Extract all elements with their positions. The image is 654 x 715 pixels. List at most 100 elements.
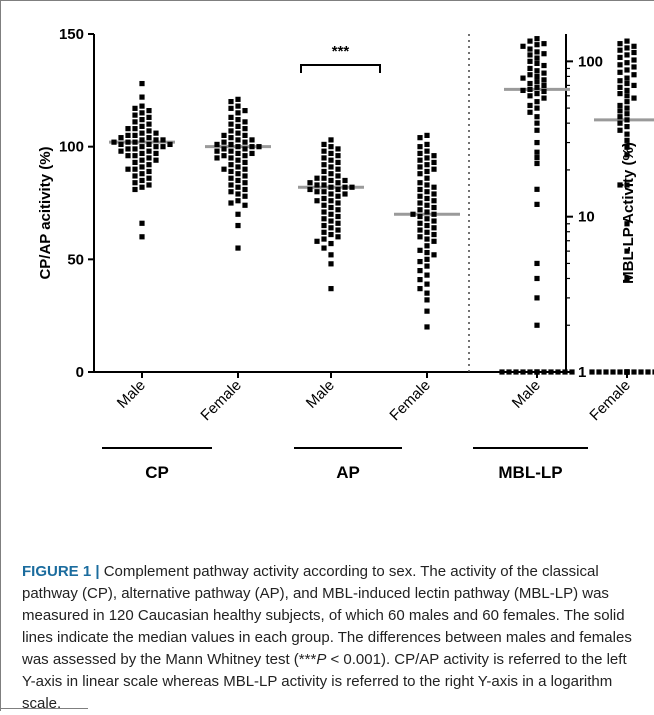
- data-point: [307, 180, 313, 186]
- data-point: [321, 155, 327, 161]
- data-point: [424, 162, 430, 168]
- data-point: [242, 132, 248, 138]
- data-point: [235, 117, 241, 123]
- data-point: [431, 198, 437, 204]
- data-point: [617, 102, 623, 109]
- data-point: [569, 369, 575, 375]
- data-point: [235, 123, 241, 129]
- data-point: [431, 225, 437, 231]
- data-point: [417, 150, 423, 157]
- data-point: [242, 119, 248, 125]
- data-point: [242, 173, 248, 179]
- data-point: [335, 220, 341, 226]
- data-point: [534, 295, 540, 301]
- data-point: [534, 105, 540, 111]
- data-point: [228, 200, 234, 206]
- data-point: [596, 369, 602, 375]
- data-point: [235, 103, 241, 109]
- data-point: [235, 96, 241, 102]
- data-point: [431, 204, 437, 211]
- data-point: [534, 275, 540, 282]
- data-point: [541, 82, 547, 89]
- data-point: [228, 148, 234, 154]
- data-point: [228, 182, 234, 188]
- chart-labels: 0 50 100 150 1 10 100 CP/AP acitivity (%) MBL-LP…: [37, 26, 637, 482]
- data-point: [328, 157, 334, 163]
- data-point: [235, 245, 241, 251]
- data-point: [424, 175, 430, 181]
- data-point: [513, 369, 519, 375]
- data-point: [424, 263, 430, 269]
- left-y-tick-label: 0: [76, 364, 84, 381]
- median-lines: [109, 87, 654, 216]
- data-point: [603, 369, 609, 375]
- data-point: [431, 218, 437, 224]
- x-tick-label: Female: [586, 377, 633, 424]
- data-point: [314, 182, 320, 188]
- data-point: [617, 114, 623, 120]
- data-point: [638, 369, 644, 375]
- data-point: [139, 144, 145, 150]
- figure-caption: FIGURE 1 | Complement pathway activity a…: [22, 561, 642, 715]
- data-point: [321, 189, 327, 195]
- data-point: [431, 252, 437, 258]
- caption-text-end: < 0.001). CP/AP activity is referred to …: [22, 651, 627, 712]
- x-tick-label: Male: [303, 377, 338, 412]
- data-point: [146, 108, 152, 114]
- data-point: [520, 43, 526, 49]
- data-point: [146, 182, 152, 188]
- data-point: [534, 201, 540, 207]
- data-point: [235, 222, 241, 229]
- data-point: [125, 153, 131, 159]
- data-point: [314, 189, 320, 195]
- data-point: [624, 38, 630, 44]
- data-point: [617, 54, 623, 61]
- data-point: [534, 186, 540, 192]
- data-point: [125, 132, 131, 138]
- data-point: [624, 99, 630, 105]
- data-point: [342, 191, 348, 197]
- data-point: [417, 180, 423, 186]
- data-points: [111, 36, 654, 375]
- data-point: [139, 234, 145, 240]
- data-point: [335, 146, 341, 152]
- data-point: [249, 150, 255, 157]
- data-point: [431, 166, 437, 172]
- data-point: [328, 137, 334, 143]
- data-point: [424, 209, 430, 215]
- data-point: [624, 60, 630, 66]
- data-point: [335, 153, 341, 159]
- data-point: [499, 369, 505, 375]
- complement-activity-chart: 0 50 100 150 1 10 100 CP/AP acitivity (%) MBL-LP…: [37, 26, 654, 482]
- data-point: [417, 207, 423, 213]
- data-point: [424, 297, 430, 303]
- data-point: [431, 191, 437, 197]
- data-point: [125, 139, 131, 145]
- left-y-tick-label: 50: [67, 251, 84, 268]
- data-point: [242, 202, 248, 208]
- data-point: [235, 184, 241, 190]
- data-point: [235, 198, 241, 204]
- data-point: [424, 236, 430, 242]
- data-point: [221, 132, 227, 138]
- data-point: [328, 252, 334, 258]
- data-point: [228, 128, 234, 134]
- data-point: [328, 240, 334, 247]
- data-point: [132, 119, 138, 125]
- data-point: [624, 144, 630, 150]
- data-point: [132, 166, 138, 172]
- x-tick-label: Female: [197, 377, 244, 424]
- data-point: [125, 166, 131, 172]
- data-point: [139, 117, 145, 123]
- data-point: [534, 90, 540, 97]
- data-point: [541, 88, 547, 95]
- data-point: [417, 186, 423, 193]
- data-point: [335, 159, 341, 166]
- data-point: [417, 268, 423, 274]
- data-point: [235, 164, 241, 170]
- data-point: [118, 135, 124, 141]
- data-point: [534, 99, 540, 105]
- data-point: [631, 64, 637, 70]
- data-point: [417, 193, 423, 199]
- data-point: [617, 62, 623, 68]
